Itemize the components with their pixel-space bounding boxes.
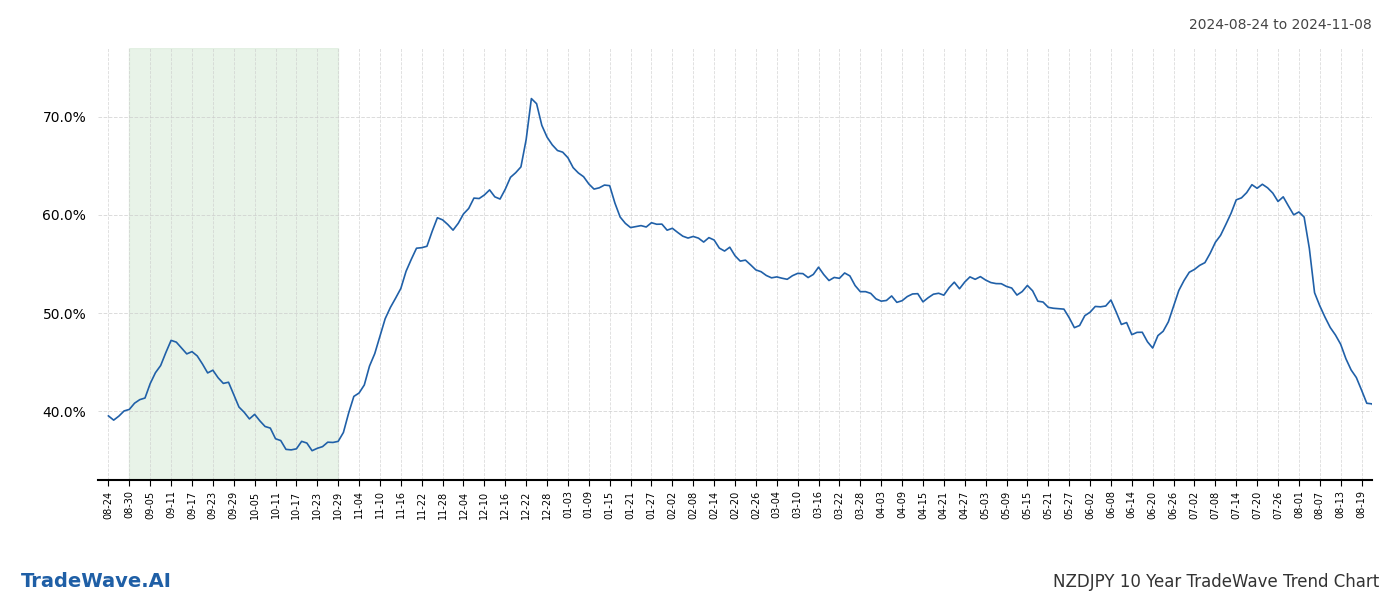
Text: NZDJPY 10 Year TradeWave Trend Chart: NZDJPY 10 Year TradeWave Trend Chart (1053, 573, 1379, 591)
Bar (129, 48, 339, 480)
Text: TradeWave.AI: TradeWave.AI (21, 572, 172, 591)
Text: 2024-08-24 to 2024-11-08: 2024-08-24 to 2024-11-08 (1189, 18, 1372, 32)
